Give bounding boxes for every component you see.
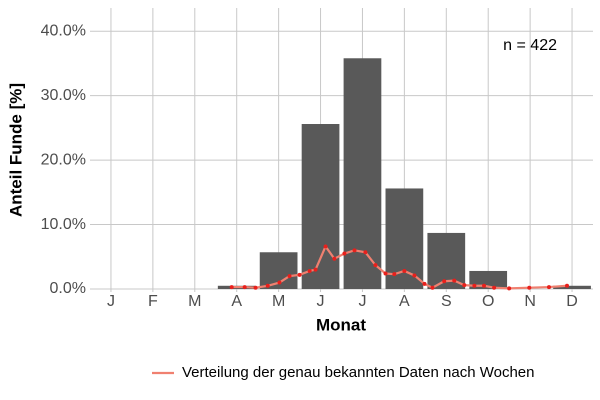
x-tick-label: A	[399, 293, 410, 310]
point	[472, 283, 477, 288]
point	[452, 278, 457, 283]
point	[392, 272, 397, 277]
x-tick-label: M	[272, 293, 285, 310]
point	[352, 248, 357, 253]
bar	[469, 270, 508, 289]
x-tick-label: F	[148, 293, 158, 310]
y-tick-label: 0.0%	[50, 280, 86, 297]
point	[546, 285, 551, 290]
point	[383, 271, 388, 276]
x-tick-label: J	[317, 293, 325, 310]
bar	[427, 232, 466, 289]
bar	[553, 285, 591, 289]
y-tick-label: 20.0%	[41, 151, 86, 168]
point	[265, 283, 270, 288]
point	[342, 251, 347, 256]
point	[287, 274, 292, 279]
y-axis-title: Anteil Funde [%]	[6, 83, 25, 217]
point	[565, 283, 570, 288]
x-tick-label: J	[107, 293, 115, 310]
point	[297, 272, 302, 277]
point	[323, 244, 328, 249]
x-axis-title: Monat	[316, 315, 366, 334]
point	[492, 285, 497, 290]
point	[422, 281, 427, 286]
x-tick-label: J	[358, 293, 366, 310]
point	[373, 263, 378, 268]
y-tick-label: 30.0%	[41, 87, 86, 104]
point	[462, 283, 467, 288]
bar	[343, 58, 382, 289]
point	[242, 285, 247, 290]
x-tick-label: D	[566, 293, 578, 310]
point	[307, 268, 312, 273]
point	[402, 268, 407, 273]
x-tick-label: M	[188, 293, 201, 310]
x-tick-label: N	[524, 293, 536, 310]
point	[507, 286, 512, 291]
point	[277, 280, 282, 285]
point	[430, 285, 435, 290]
point	[253, 285, 258, 290]
point	[412, 273, 417, 278]
point	[229, 285, 234, 290]
legend-label: Verteilung der genau bekannten Daten nac…	[182, 364, 535, 381]
x-tick-label: A	[231, 293, 242, 310]
y-tick-label: 40.0%	[41, 22, 86, 39]
point	[482, 283, 487, 288]
point	[332, 256, 337, 261]
x-tick-label: S	[441, 293, 452, 310]
point	[527, 285, 532, 290]
point	[363, 250, 368, 255]
x-tick-label: O	[482, 293, 494, 310]
y-tick-label: 10.0%	[41, 216, 86, 233]
bar	[301, 124, 340, 289]
point	[313, 267, 318, 272]
point	[442, 279, 447, 284]
